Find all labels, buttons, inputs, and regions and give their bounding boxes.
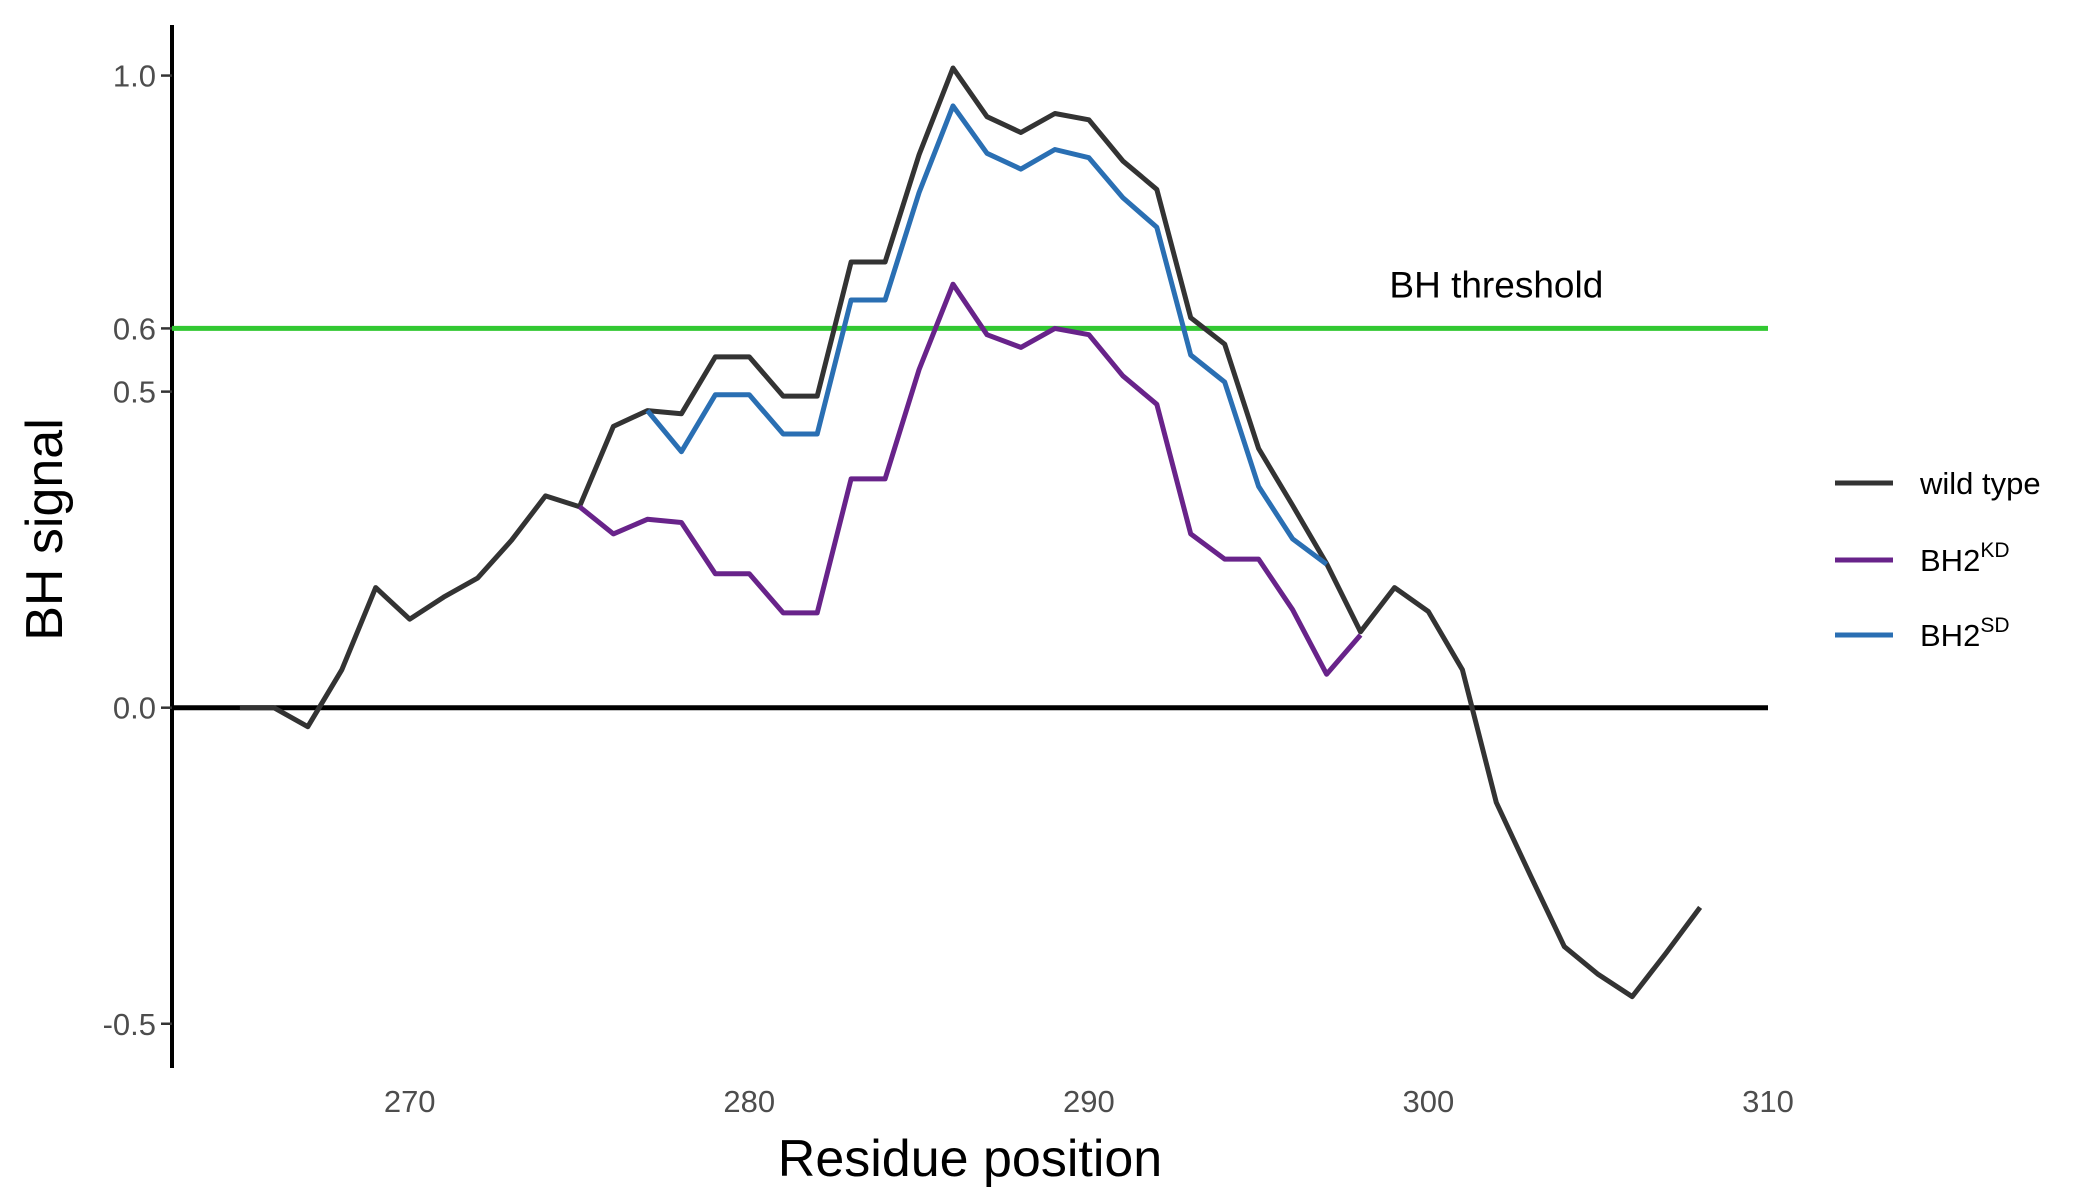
series-line-2: [645, 103, 1329, 567]
legend-label-1: BH2KD: [1920, 539, 2010, 578]
legend-label-2: BH2SD: [1920, 614, 2010, 653]
x-tick-label: 300: [1403, 1084, 1455, 1119]
legend: wild type BH2KD BH2SD: [1835, 466, 2041, 653]
threshold-label: BH threshold: [1389, 264, 1603, 305]
legend-label-superscript: SD: [1980, 614, 2009, 637]
series-line-0: [239, 65, 1703, 1000]
y-tick-label: 0.0: [113, 691, 156, 726]
series-line-1: [577, 281, 1363, 677]
y-tick-label: 1.0: [113, 59, 156, 94]
y-axis-title: BH signal: [16, 418, 74, 641]
series-layer: [239, 65, 1703, 1000]
legend-label-0: wild type: [1919, 466, 2041, 501]
x-tick-label: 290: [1063, 1084, 1115, 1119]
x-tick-label: 270: [384, 1084, 436, 1119]
axes-layer: [161, 25, 1768, 1068]
legend-label-superscript: KD: [1980, 539, 2009, 562]
x-tick-label: 280: [723, 1084, 775, 1119]
y-tick-label: 0.5: [113, 375, 156, 410]
labels-layer: -0.5 0.0 0.5 0.6 1.0 270 280 290 300 310 Residue p…: [16, 59, 1794, 1188]
x-tick-label: 310: [1742, 1084, 1794, 1119]
y-tick-label: 0.6: [113, 311, 156, 346]
y-tick-label: -0.5: [103, 1007, 156, 1042]
x-axis-title: Residue position: [778, 1130, 1162, 1188]
